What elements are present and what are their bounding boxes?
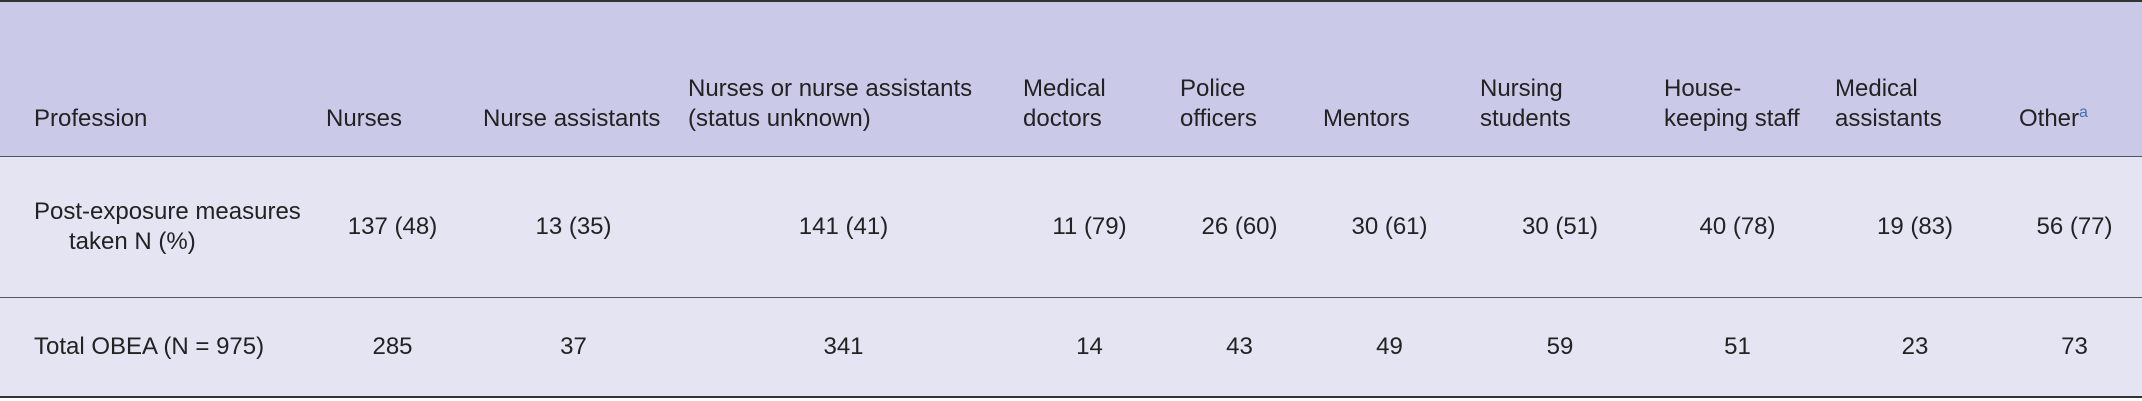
cell: 137 (48) xyxy=(314,156,471,297)
column-header: Police officers xyxy=(1168,1,1311,156)
cell-text: 13 (35) xyxy=(535,212,612,240)
footnote-marker: a xyxy=(2079,103,2088,121)
cell: 43 xyxy=(1168,297,1311,397)
header-text: Mentors xyxy=(1323,104,1410,132)
column-header: Mentors xyxy=(1311,1,1468,156)
cell: 23 xyxy=(1823,297,2007,397)
cell-text: 56 (77) xyxy=(2036,212,2113,240)
cell-text: 37 xyxy=(560,332,587,360)
cell: 30 (51) xyxy=(1468,156,1652,297)
row-label-text: Post-exposure measures taken N (%) xyxy=(34,197,301,255)
cell: 56 (77) xyxy=(2007,156,2142,297)
table-header: Profession Nurses Nurse assistants Nurses o… xyxy=(0,1,2142,156)
column-header: Othera xyxy=(2007,1,2142,156)
cell: 59 xyxy=(1468,297,1652,397)
header-text: Other xyxy=(2019,104,2080,132)
cell-text: 11 (79) xyxy=(1052,212,1127,240)
table-row: Post-exposure measures taken N (%) 137 (4… xyxy=(0,156,2142,297)
cell-text: 14 xyxy=(1076,332,1103,360)
cell: 141 (41) xyxy=(676,156,1011,297)
cell: 26 (60) xyxy=(1168,156,1311,297)
row-label: Post-exposure measures taken N (%) xyxy=(0,156,314,297)
header-text: Profession xyxy=(34,104,148,132)
cell-text: 30 (51) xyxy=(1521,212,1599,240)
column-header: Nurses xyxy=(314,1,471,156)
header-text: Nurses xyxy=(326,104,403,132)
header-text: Nursing students xyxy=(1480,74,1571,132)
header-text: Medical doctors xyxy=(1023,74,1106,132)
cell: 13 (35) xyxy=(471,156,676,297)
table-row: Total OBEA (N = 975) 285 37 341 14 43 49 59 51 23… xyxy=(0,297,2142,397)
header-text: Nurse assistants xyxy=(483,104,661,132)
header-row: Profession Nurses Nurse assistants Nurses o… xyxy=(0,1,2142,156)
column-header: Medical doctors xyxy=(1011,1,1168,156)
cell-text: 43 xyxy=(1226,332,1253,360)
row-label-text: Total OBEA (N = 975) xyxy=(34,332,265,360)
cell-text: 26 (60) xyxy=(1201,212,1278,240)
cell-text: 73 xyxy=(2061,332,2088,360)
column-header: Nursing students xyxy=(1468,1,1652,156)
cell: 19 (83) xyxy=(1823,156,2007,297)
column-header: Nurses or nurse assistants (status unkno… xyxy=(676,1,1011,156)
table-body: Post-exposure measures taken N (%) 137 (4… xyxy=(0,156,2142,397)
cell-text: 30 (61) xyxy=(1351,212,1428,240)
row-label: Total OBEA (N = 975) xyxy=(0,297,314,397)
cell: 73 xyxy=(2007,297,2142,397)
cell: 14 xyxy=(1011,297,1168,397)
header-text: Nurses or nurse assistants (status unkno… xyxy=(688,74,973,132)
cell: 11 (79) xyxy=(1011,156,1168,297)
cell: 51 xyxy=(1652,297,1823,397)
header-text: Medical assistants xyxy=(1835,74,1942,132)
header-text: House-keeping staff xyxy=(1664,74,1800,132)
cell: 40 (78) xyxy=(1652,156,1823,297)
cell: 49 xyxy=(1311,297,1468,397)
row-header-title: Profession xyxy=(0,1,314,156)
column-header: House-keeping staff xyxy=(1652,1,1823,156)
cell-text: 285 xyxy=(372,332,413,360)
cell: 285 xyxy=(314,297,471,397)
cell-text: 59 xyxy=(1546,332,1574,360)
cell-text: 23 xyxy=(1901,332,1929,360)
cell: 341 xyxy=(676,297,1011,397)
header-text: Police officers xyxy=(1180,74,1257,132)
cell-text: 19 (83) xyxy=(1876,212,1954,240)
cell-text: 49 xyxy=(1376,332,1403,360)
column-header: Nurse assistants xyxy=(471,1,676,156)
cell: 30 (61) xyxy=(1311,156,1468,297)
cell-text: 341 xyxy=(823,332,864,360)
cell-text: 137 (48) xyxy=(347,212,438,240)
cell-text: 141 (41) xyxy=(798,212,889,240)
cell-text: 40 (78) xyxy=(1699,212,1776,240)
cell-text: 51 xyxy=(1724,332,1751,360)
cell: 37 xyxy=(471,297,676,397)
column-header: Medical assistants xyxy=(1823,1,2007,156)
